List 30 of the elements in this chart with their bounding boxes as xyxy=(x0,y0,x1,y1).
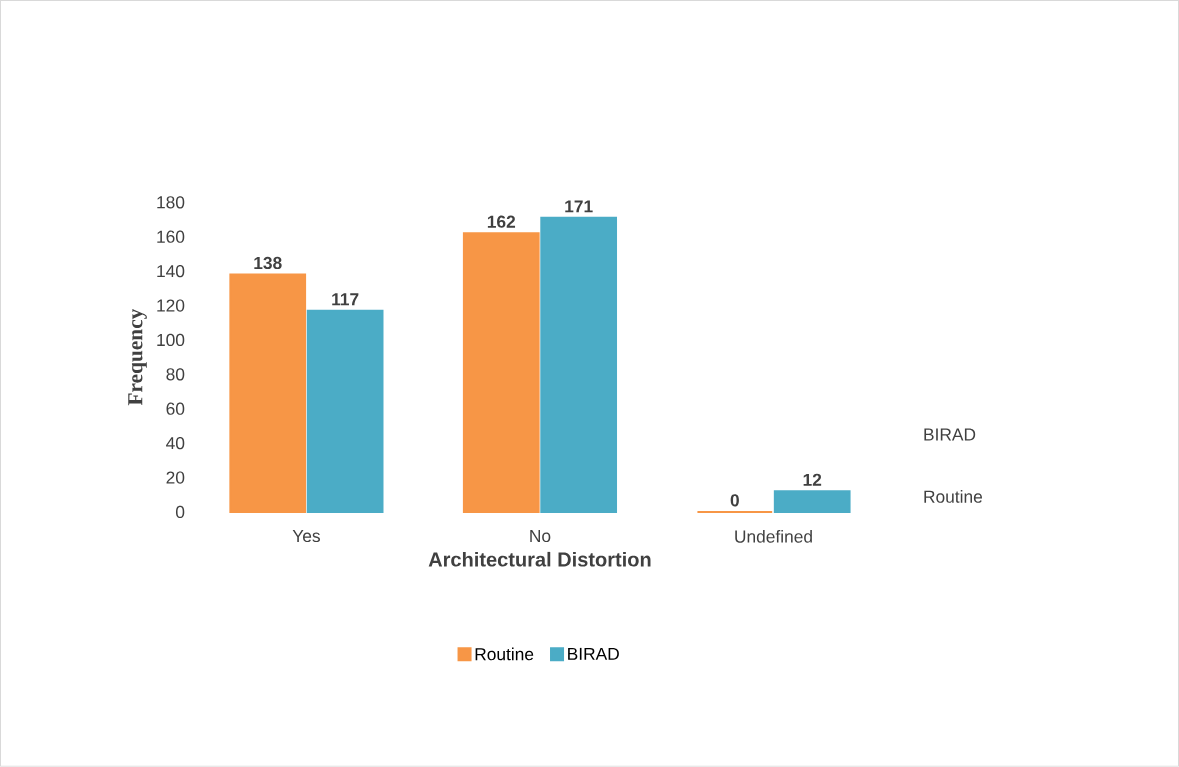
x-axis-title: Architectural Distortion xyxy=(428,552,651,567)
y-tick-label: 140 xyxy=(157,265,185,278)
text: Routine xyxy=(924,490,983,503)
legend-label: BIRAD xyxy=(568,648,619,660)
y-tick-label: 20 xyxy=(166,471,185,484)
x-tick-label: No xyxy=(530,530,551,543)
y-tick-label: 40 xyxy=(166,437,185,450)
y-tick-label: 160 xyxy=(157,230,185,244)
data-label: 171 xyxy=(565,200,593,213)
y-tick-label: 0 xyxy=(175,505,185,519)
text: BIRAD xyxy=(924,428,976,441)
data-label: 138 xyxy=(254,256,282,270)
bar xyxy=(462,232,540,514)
y-tick-label: 120 xyxy=(157,299,185,312)
bar xyxy=(773,490,851,514)
y-tick-label: 80 xyxy=(166,368,185,381)
y-axis-title: Frequency xyxy=(128,309,147,406)
x-tick-label: Undefined xyxy=(735,530,812,543)
data-label: 0 xyxy=(730,494,739,507)
bar xyxy=(540,216,618,514)
y-tick-label: 180 xyxy=(157,196,185,209)
y-tick-label: 60 xyxy=(166,402,185,416)
y-tick-label: 100 xyxy=(157,333,185,347)
bar xyxy=(306,309,384,514)
legend-label: Routine xyxy=(475,647,534,661)
x-tick-label: Yes xyxy=(292,530,320,543)
data-label: 162 xyxy=(487,215,516,229)
bar xyxy=(229,273,307,514)
data-label: 12 xyxy=(803,473,822,487)
data-label: 117 xyxy=(332,293,359,306)
